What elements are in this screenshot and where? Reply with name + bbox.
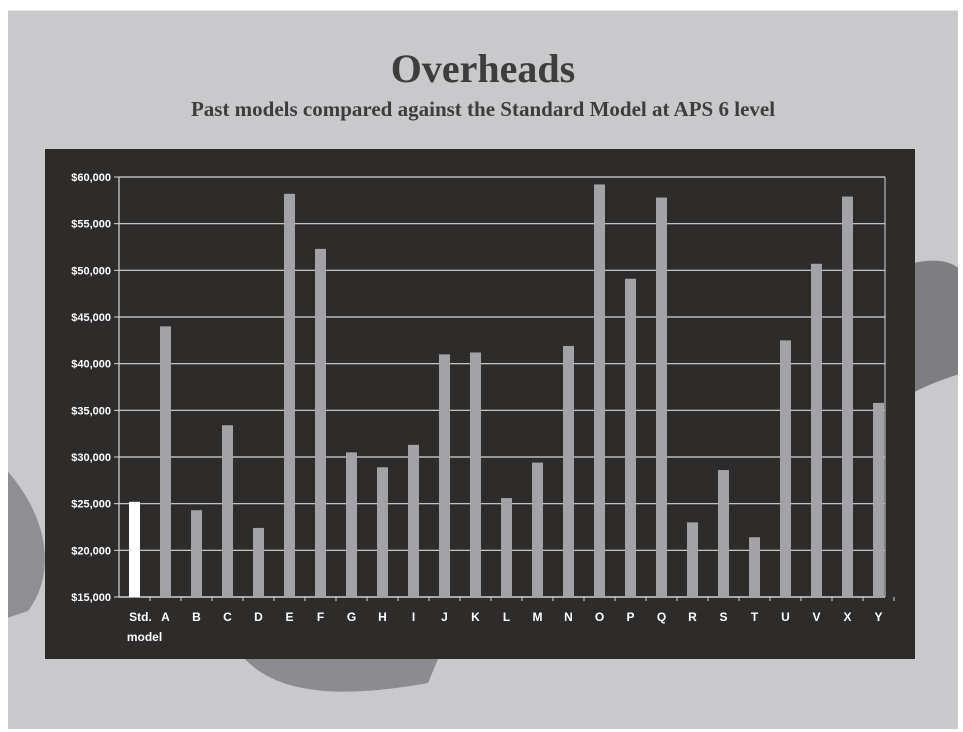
- bar: [842, 196, 853, 597]
- x-tick-label: R: [688, 610, 697, 624]
- bar-chart: $15,000 $20,000 $25,000 $30,000 $35,000 $40,0…: [71, 172, 895, 644]
- slide-subtitle: Past models compared against the Standar…: [190, 97, 776, 121]
- bar: [315, 248, 326, 597]
- y-tick-label: $50,000: [71, 265, 111, 277]
- x-tick-label: Std. model: [127, 610, 162, 644]
- bar: [377, 467, 388, 597]
- bar: [222, 425, 233, 597]
- x-tick-label: O: [595, 610, 604, 624]
- y-tick-label: $60,000: [71, 172, 111, 184]
- x-tick-label: V: [812, 610, 820, 624]
- bar: [501, 498, 512, 597]
- x-tick-label: J: [441, 610, 448, 624]
- bar: [873, 402, 884, 597]
- x-tick-label: Y: [874, 610, 882, 624]
- bar: [191, 510, 202, 597]
- y-tick-label: $15,000: [71, 592, 111, 604]
- bar: [563, 345, 574, 597]
- x-tick-label: T: [751, 610, 759, 624]
- bar: [160, 326, 171, 597]
- bar: [346, 452, 357, 597]
- bar: [780, 340, 791, 597]
- x-tick-label: C: [223, 610, 232, 624]
- slide: Overheads Past models compared against t…: [8, 10, 958, 729]
- x-tick-label: P: [626, 610, 634, 624]
- bar: [811, 263, 822, 597]
- bar: [656, 197, 667, 597]
- x-tick-label: S: [719, 610, 727, 624]
- bar: [408, 444, 419, 597]
- y-tick-label: $55,000: [71, 219, 111, 231]
- x-tick-label: F: [317, 610, 324, 624]
- bar: [253, 527, 264, 597]
- bar-std-model: [129, 501, 140, 597]
- y-tick-label: $40,000: [71, 359, 111, 371]
- bar: [749, 537, 760, 597]
- bar: [284, 193, 295, 598]
- bar: [439, 354, 450, 597]
- bar: [470, 352, 481, 597]
- bar: [625, 278, 636, 597]
- y-tick-label: $25,000: [71, 499, 111, 511]
- bar: [532, 462, 543, 597]
- bar: [718, 470, 729, 597]
- x-tick-label: L: [503, 610, 510, 624]
- x-tick-label: H: [378, 610, 387, 624]
- x-tick-label: E: [285, 610, 293, 624]
- slide-title: Overheads: [390, 46, 576, 91]
- y-tick-label: $20,000: [71, 545, 111, 557]
- bar: [687, 522, 698, 597]
- x-tick-label: Q: [657, 610, 666, 624]
- x-tick-label: I: [412, 610, 415, 624]
- chart-panel: $15,000 $20,000 $25,000 $30,000 $35,000 $40,0…: [45, 149, 915, 659]
- x-tick-label: B: [192, 610, 201, 624]
- x-tick-label: U: [781, 610, 790, 624]
- x-tick-label: D: [254, 610, 263, 624]
- y-tick-label: $30,000: [71, 452, 111, 464]
- bar: [594, 184, 605, 597]
- x-tick-label: K: [471, 610, 480, 624]
- y-tick-label: $45,000: [71, 312, 111, 324]
- x-tick-label: G: [347, 610, 356, 624]
- y-tick-label: $35,000: [71, 405, 111, 417]
- x-tick-label: M: [533, 610, 543, 624]
- x-tick-label: X: [843, 610, 851, 624]
- x-tick-label: A: [161, 610, 170, 624]
- x-tick-label: N: [564, 610, 573, 624]
